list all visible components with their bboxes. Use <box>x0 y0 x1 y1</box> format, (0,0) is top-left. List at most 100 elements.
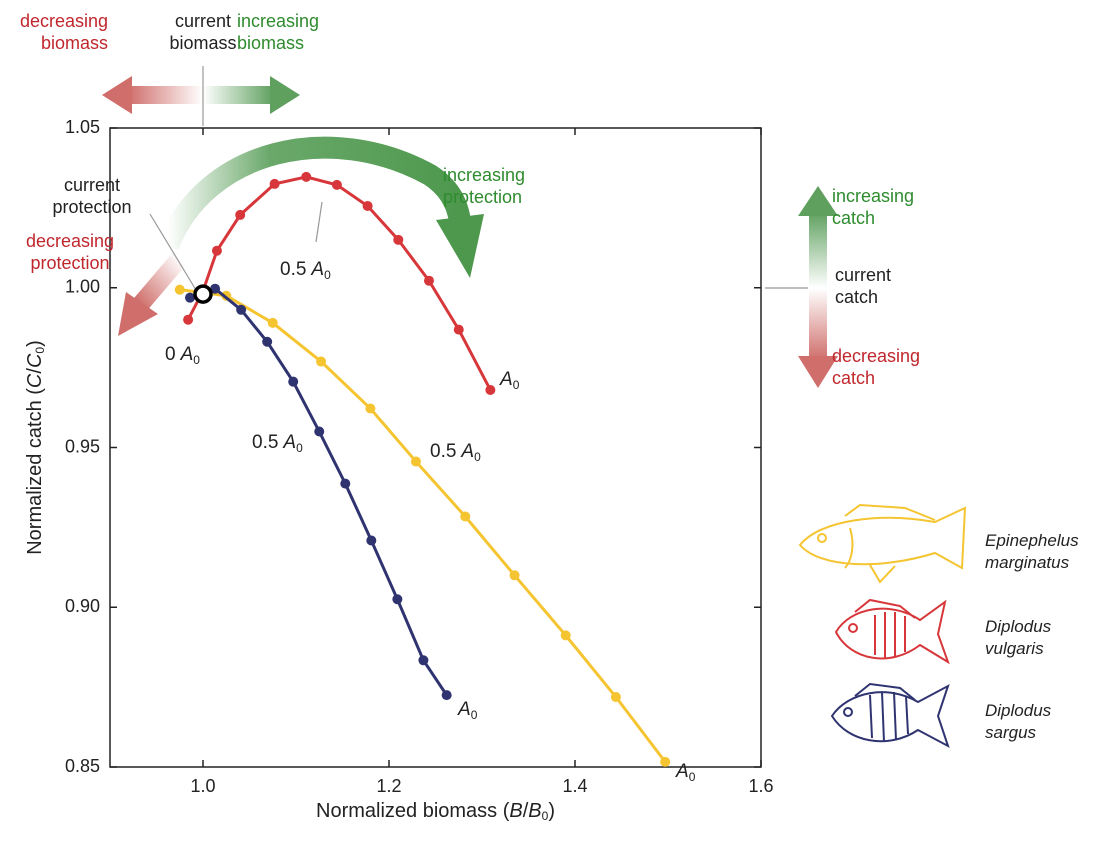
point-label-sub: 0 <box>513 378 520 392</box>
protection-arrows <box>118 136 484 336</box>
point-label-symbol: A <box>180 344 194 365</box>
point-label-prefix: 0 <box>165 344 176 365</box>
point-label-symbol: A <box>460 441 474 462</box>
annotation: protection <box>443 187 522 207</box>
data-point <box>560 630 571 641</box>
data-point <box>392 594 403 605</box>
axis-label-part: Normalized biomass ( <box>316 800 510 822</box>
data-point <box>610 692 621 703</box>
data-point <box>236 304 247 315</box>
data-point <box>365 403 376 414</box>
x-tick-label: 1.4 <box>562 776 587 796</box>
x-axis-label: Normalized biomass (B/B0) <box>316 800 555 823</box>
data-point <box>316 356 327 367</box>
data-point <box>460 511 471 522</box>
y-tick-label: 0.85 <box>65 756 100 776</box>
y-tick-label: 0.90 <box>65 596 100 616</box>
point-label-prefix: 0.5 <box>430 441 456 462</box>
point-label-sub: 0 <box>324 268 331 282</box>
x-tick-label: 1.2 <box>376 776 401 796</box>
biomass-arrows <box>102 66 300 126</box>
annotation: protection <box>52 197 131 217</box>
data-point <box>301 171 312 182</box>
point-label-sub: 0 <box>296 441 303 455</box>
catch-arrows <box>765 186 838 388</box>
data-point <box>210 283 221 294</box>
data-point <box>267 317 278 328</box>
annotation: catch <box>832 208 875 228</box>
point-label-symbol: A <box>675 761 689 782</box>
point-label: 0 A0 <box>165 344 200 367</box>
point-label: 0.5 A0 <box>252 432 303 455</box>
data-point <box>288 376 299 387</box>
annotation: increasing <box>237 11 319 31</box>
point-label-sub: 0 <box>689 770 696 784</box>
axis-label-part: ) <box>24 340 46 347</box>
point-label: 0.5 A0 <box>280 259 331 282</box>
point-label-prefix: 0.5 <box>252 432 278 453</box>
fish-sargus <box>830 682 950 749</box>
annotation: current <box>64 175 120 195</box>
point-label: A0 <box>457 699 478 722</box>
y-tick-label: 1.00 <box>65 277 100 297</box>
data-point <box>423 275 434 286</box>
annotation: increasing <box>443 165 525 185</box>
annotation: increasing <box>832 186 914 206</box>
y-tick-label: 1.05 <box>65 117 100 137</box>
data-point <box>366 535 377 546</box>
data-point <box>410 456 421 467</box>
data-point <box>314 426 325 437</box>
data-point <box>331 179 342 190</box>
point-label: A0 <box>499 369 520 392</box>
leader-line <box>149 213 197 291</box>
annotation: biomass <box>237 33 304 53</box>
data-point <box>485 384 496 395</box>
annotation: decreasing <box>20 11 108 31</box>
axis-label-part: C <box>24 373 46 388</box>
data-point <box>184 292 195 303</box>
point-label-sub: 0 <box>474 450 481 464</box>
axis-label-part: 0 <box>33 347 47 354</box>
data-point <box>211 245 222 256</box>
data-point <box>183 314 194 325</box>
annotation: catch <box>832 368 875 388</box>
annotation: catch <box>835 287 878 307</box>
fish-vulgaris <box>834 598 950 665</box>
point-label-sub: 0 <box>471 708 478 722</box>
data-point <box>174 284 185 295</box>
point-label: A0 <box>675 761 696 784</box>
data-point <box>441 690 452 701</box>
axis-label-part: Normalized catch ( <box>24 388 46 555</box>
data-point <box>262 336 273 347</box>
annotation: biomass <box>41 33 108 53</box>
axis-label-part: B <box>509 800 522 822</box>
annotation: current <box>835 265 891 285</box>
y-tick-label: 0.95 <box>65 436 100 456</box>
point-label-sub: 0 <box>193 353 200 367</box>
fish-epinephelus <box>798 503 967 584</box>
point-label-symbol: A <box>310 259 324 280</box>
annotation: biomass <box>169 33 236 53</box>
data-point <box>340 478 351 489</box>
axis-label-part: / <box>24 368 46 374</box>
data-point <box>362 200 373 211</box>
annotation: decreasing <box>26 231 114 251</box>
axis-label-part: B <box>528 800 541 822</box>
point-label-symbol: A <box>499 369 513 390</box>
data-point <box>269 178 280 189</box>
series-line <box>189 287 448 696</box>
x-tick-label: 1.0 <box>190 776 215 796</box>
data-point <box>418 655 429 666</box>
data-point <box>453 324 464 335</box>
current-point <box>193 284 213 304</box>
data-point <box>660 756 671 767</box>
series-line <box>186 175 492 391</box>
leader-line <box>315 201 323 243</box>
annotation: protection <box>30 253 109 273</box>
fish-icons <box>798 503 967 749</box>
y-axis-label: Normalized catch (C/C0) <box>24 340 47 555</box>
data-point <box>235 209 246 220</box>
axis-label-part: C <box>24 353 46 368</box>
